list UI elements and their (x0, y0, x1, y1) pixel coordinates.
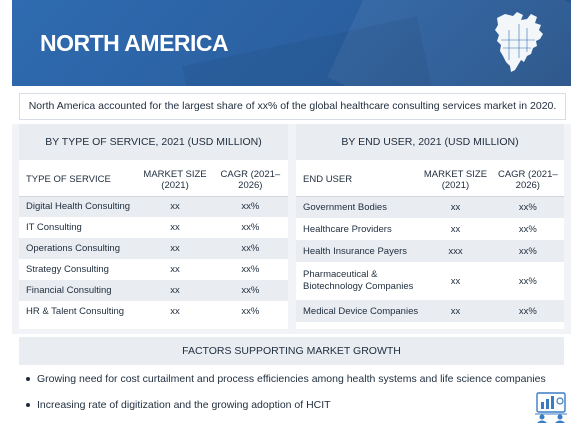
col-header-market-size: MARKET SIZE (2021) (137, 164, 213, 197)
service-name: HR & Talent Consulting (26, 306, 125, 317)
col-header-cagr: CAGR (2021–2026) (491, 164, 564, 197)
col-header-type: TYPE OF SERVICE (19, 164, 138, 197)
cagr: xx% (518, 223, 537, 235)
cagr: xx% (518, 275, 537, 287)
market-size: xx (450, 223, 461, 235)
market-size: xx (137, 238, 213, 259)
cagr: xx% (212, 196, 288, 217)
table-row: Government Bodies xx xx% (296, 196, 564, 218)
by-service-heading: BY TYPE OF SERVICE, 2021 (USD MILLION) (19, 124, 288, 160)
table-row: Health Insurance Payers xxx xx% (296, 240, 564, 262)
header-banner: NORTH AMERICA (12, 0, 571, 86)
market-size: xx (170, 306, 180, 317)
table-row: HR & Talent Consulting xx xx% (19, 301, 288, 322)
table-row: Healthcare Providers xx xx% (296, 218, 564, 240)
by-service-panel: BY TYPE OF SERVICE, 2021 (USD MILLION) T… (19, 124, 288, 329)
cagr: xx% (241, 222, 260, 233)
by-service-header-row: TYPE OF SERVICE MARKET SIZE (2021) CAGR … (19, 164, 288, 197)
table-row: Digital Health Consulting xx xx% (19, 196, 288, 217)
factor-text: Increasing rate of digitization and the … (37, 399, 331, 411)
factors-heading: FACTORS SUPPORTING MARKET GROWTH (19, 337, 564, 365)
bullet-icon (26, 403, 30, 408)
market-size: xx (419, 196, 492, 218)
market-size: xx (137, 196, 213, 217)
col-header-market-size: MARKET SIZE (2021) (419, 164, 492, 197)
consulting-analytics-icon (535, 392, 567, 423)
cagr: xx% (241, 264, 260, 275)
cagr: xx% (212, 280, 288, 301)
cagr: xx% (241, 306, 260, 317)
service-name: Strategy Consulting (26, 264, 109, 275)
market-size: xx (170, 264, 180, 275)
cagr: xx% (491, 240, 564, 262)
market-size: xx (419, 300, 492, 322)
page-title: NORTH AMERICA (40, 30, 229, 56)
bullet-icon (26, 377, 30, 382)
col-header-cagr: CAGR (2021–2026) (212, 164, 288, 197)
cagr: xx% (212, 238, 288, 259)
service-name: Financial Consulting (19, 280, 138, 301)
by-end-user-table: END USER MARKET SIZE (2021) CAGR (2021–2… (296, 164, 564, 322)
market-size: xx (450, 275, 461, 287)
service-name: Operations Consulting (19, 238, 138, 259)
cagr: xx% (491, 300, 564, 322)
end-user-name: Health Insurance Payers (296, 240, 420, 262)
end-user-name: Medical Device Companies (296, 300, 420, 322)
market-size: xx (137, 280, 213, 301)
market-size: xxx (419, 240, 492, 262)
table-row: Operations Consulting xx xx% (19, 238, 288, 259)
by-end-user-header-row: END USER MARKET SIZE (2021) CAGR (2021–2… (296, 164, 564, 197)
list-item: Growing need for cost curtailment and pr… (26, 373, 546, 385)
by-end-user-heading: BY END USER, 2021 (USD MILLION) (296, 124, 564, 160)
end-user-name: Government Bodies (296, 196, 420, 218)
end-user-name: Pharmaceutical & Biotechnology Companies (303, 269, 414, 292)
factor-text: Growing need for cost curtailment and pr… (37, 373, 546, 385)
market-size: xx (170, 222, 180, 233)
table-row: Financial Consulting xx xx% (19, 280, 288, 301)
north-america-map-icon (495, 12, 543, 72)
col-header-end-user: END USER (296, 164, 420, 197)
end-user-name: Healthcare Providers (303, 223, 392, 235)
service-name: IT Consulting (26, 222, 82, 233)
table-row: Strategy Consulting xx xx% (19, 259, 288, 280)
list-item: Increasing rate of digitization and the … (26, 399, 331, 411)
table-row: Pharmaceutical & Biotechnology Companies… (296, 262, 564, 300)
table-row: Medical Device Companies xx xx% (296, 300, 564, 322)
service-name: Digital Health Consulting (19, 196, 138, 217)
by-end-user-panel: BY END USER, 2021 (USD MILLION) END USER… (296, 124, 564, 329)
cagr: xx% (491, 196, 564, 218)
summary-text: North America accounted for the largest … (19, 93, 566, 120)
table-row: IT Consulting xx xx% (19, 217, 288, 238)
by-service-table: TYPE OF SERVICE MARKET SIZE (2021) CAGR … (19, 164, 288, 322)
